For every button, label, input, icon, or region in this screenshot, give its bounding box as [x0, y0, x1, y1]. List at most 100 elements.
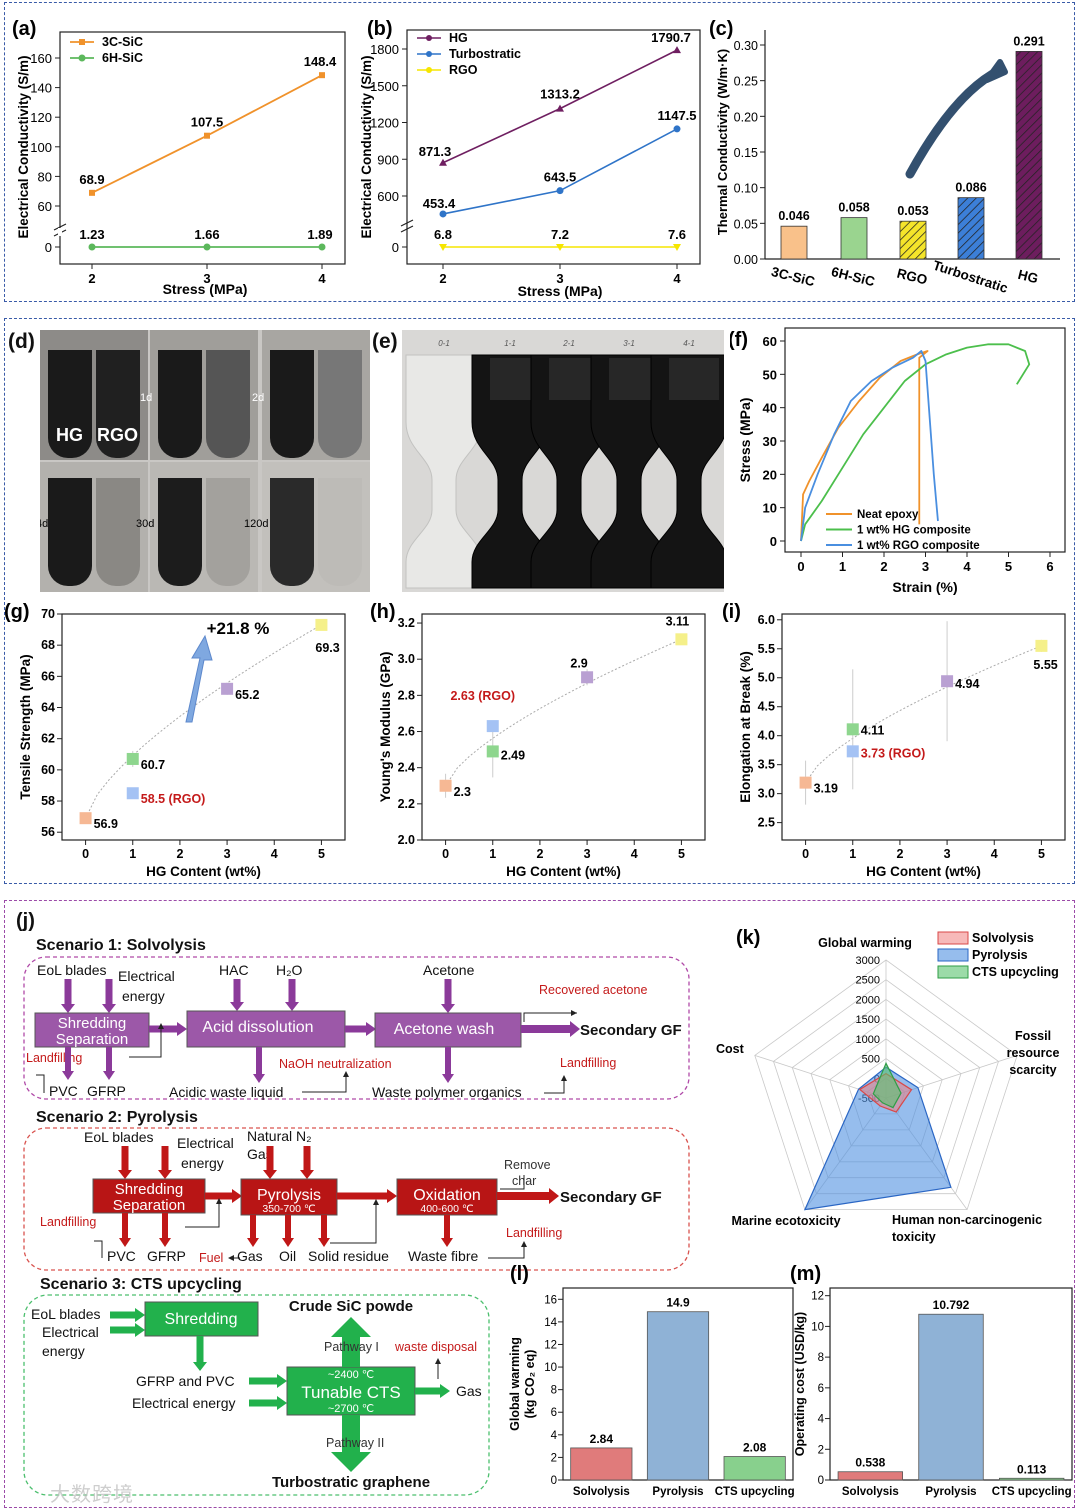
y-tick-label: 2.2: [398, 797, 415, 811]
radar-tick-label: 1500: [856, 1014, 880, 1026]
radar-axis-label: Fossil resource scarcity: [1007, 1029, 1060, 1077]
y-tick-label: 600: [377, 189, 399, 204]
flow-text: energy: [42, 1343, 85, 1359]
flow-text: Electrical: [118, 968, 175, 984]
x-tick-label: 4: [318, 271, 326, 286]
legend-label: Pyrolysis: [972, 948, 1028, 962]
photo-dispersion: HG RGO 1d 2d 4d 30d 120d: [40, 330, 370, 592]
arrow-secondary-gf-head: [570, 1021, 580, 1037]
tube-hg-5: [270, 478, 314, 586]
arrow-to-pyrolysis: [205, 1192, 233, 1200]
box-shredding-separation: [34, 1012, 150, 1048]
y-axis-label: Global warming(kg CO₂ eq): [508, 1337, 537, 1431]
legend-label: HG: [449, 31, 468, 45]
arrow-eol-blades-2-head: [118, 1170, 132, 1179]
y-tick-label: 0: [45, 240, 52, 255]
rgo-point: [486, 720, 499, 733]
y-tick-label: 0.15: [734, 146, 758, 160]
y-tick-label: 12: [544, 1339, 557, 1351]
bar-value-label: 0.046: [778, 209, 809, 223]
y-tick-label: 1200: [370, 116, 399, 131]
flow-text: ~2700 ℃: [328, 1403, 374, 1415]
y-axis-label: Thermal Conductivity (W/m·K): [715, 49, 730, 235]
x-tick-label: 4: [991, 847, 998, 861]
data-label: 1147.5: [657, 108, 696, 123]
arrow-n2-a: [266, 1146, 274, 1171]
data-label: 2.3: [454, 785, 471, 799]
panel-label-i: (i): [722, 601, 741, 623]
radar-tick-label: 2500: [856, 975, 880, 987]
y-tick-label: 0.20: [734, 110, 758, 124]
connector-recovered: [523, 1012, 577, 1022]
data-point: [1035, 639, 1048, 652]
connector-recycle: [129, 1027, 162, 1058]
flow-text: Electrical: [42, 1324, 99, 1340]
thin-arrow-head: [521, 1241, 527, 1247]
flow-text: EoL blades: [31, 1306, 101, 1322]
data-point: [799, 776, 812, 789]
flow-text: Remove: [504, 1158, 551, 1172]
x-tick-label: 3: [922, 559, 929, 574]
chart-m: (m) 0 2 4 6 8 10 12 0.538 Solvolysis 10.792 Pyrolys…: [790, 1263, 1073, 1498]
y-tick-label: 62: [41, 732, 55, 746]
flow-text: 350-700 ℃: [262, 1203, 315, 1215]
thin-arrow-head: [343, 1071, 349, 1077]
flow-text: Landfilling: [506, 1226, 562, 1240]
scenario-3-title: Scenario 3: CTS upcycling: [40, 1276, 242, 1293]
y-tick-label: 4.5: [758, 700, 775, 714]
y-tick-label: 8: [551, 1385, 557, 1397]
bar-pyrolysis: [918, 1313, 984, 1481]
chart-c: (c) 0.00 0.05 0.10 0.15 0.20 0.25 0.30 Thermal C…: [709, 18, 1060, 296]
y-tick-label: 30: [763, 434, 777, 449]
y-tick-label: 2.5: [758, 816, 775, 830]
plot-frame: [59, 31, 346, 265]
output-secondary-gf-2: Secondary GF: [560, 1189, 662, 1206]
arrow-gfrp-to-cts: [249, 1377, 278, 1385]
time-2d: 2d: [252, 392, 265, 404]
panel-frame-abc: [4, 2, 1075, 302]
arrow-n2-a-head: [263, 1170, 277, 1179]
time-120d: 120d: [244, 518, 269, 530]
flow-text: Landfilling: [40, 1215, 96, 1229]
legend-marker: [426, 35, 432, 41]
arrow-eol-blades: [64, 979, 72, 1005]
arrow-eol-blades-head: [61, 1004, 75, 1013]
y-tick-label: 3.0: [398, 652, 415, 666]
data-label: 68.9: [79, 172, 104, 187]
arrow-waste-head: [442, 1074, 454, 1083]
arrow-to-gfrp-head: [193, 1362, 207, 1371]
y-tick-label: 6: [818, 1383, 824, 1395]
data-point: [439, 158, 447, 166]
data-label: 5.55: [1033, 658, 1057, 672]
flow-text: Oxidation: [413, 1187, 481, 1204]
flow-text: Gas: [456, 1383, 482, 1399]
chart-a: (a) 0 60 80 100 120 140 160 2 3 4 Stress (MPa) Elect…: [12, 18, 346, 297]
y-tick-label: 100: [30, 140, 52, 155]
dogbone-specimen: [405, 354, 483, 589]
plot-frame: [61, 613, 346, 841]
fit-curve: [445, 638, 682, 787]
y-tick-label: 10: [544, 1362, 557, 1374]
y-tick-label: 70: [41, 607, 55, 621]
arrow-solid: [321, 1215, 327, 1239]
x-tick-label: 1: [849, 847, 856, 861]
category-label: 6H-SiC: [830, 264, 877, 289]
x-tick-label: 4: [963, 559, 971, 574]
y-tick-label: 4: [818, 1414, 825, 1426]
tube-rgo-5: [318, 478, 362, 586]
y-tick-label: 0.00: [734, 253, 758, 267]
flow-text: Gas: [237, 1248, 263, 1264]
trend-arrow-head: [984, 59, 1008, 83]
panel-label-a: (a): [12, 18, 36, 40]
legend-label: RGO: [449, 63, 478, 77]
chart-g: (g) 0 1 2 3 4 5 56 58 60 62 64 66 68 70 HG Content (wt%…: [4, 601, 346, 879]
flow-text: ~2400 ℃: [328, 1369, 374, 1381]
flow-text: H₂O: [276, 962, 303, 978]
legend-swatch: [937, 948, 969, 962]
arrow-pvc-2: [122, 1213, 128, 1239]
increase-arrow: [185, 634, 213, 723]
arrow-pathway-2: [331, 1415, 371, 1472]
arrow-gfrp-to-cts-head: [277, 1374, 287, 1388]
data-point: [439, 210, 447, 218]
data-label: 4.94: [955, 677, 979, 691]
